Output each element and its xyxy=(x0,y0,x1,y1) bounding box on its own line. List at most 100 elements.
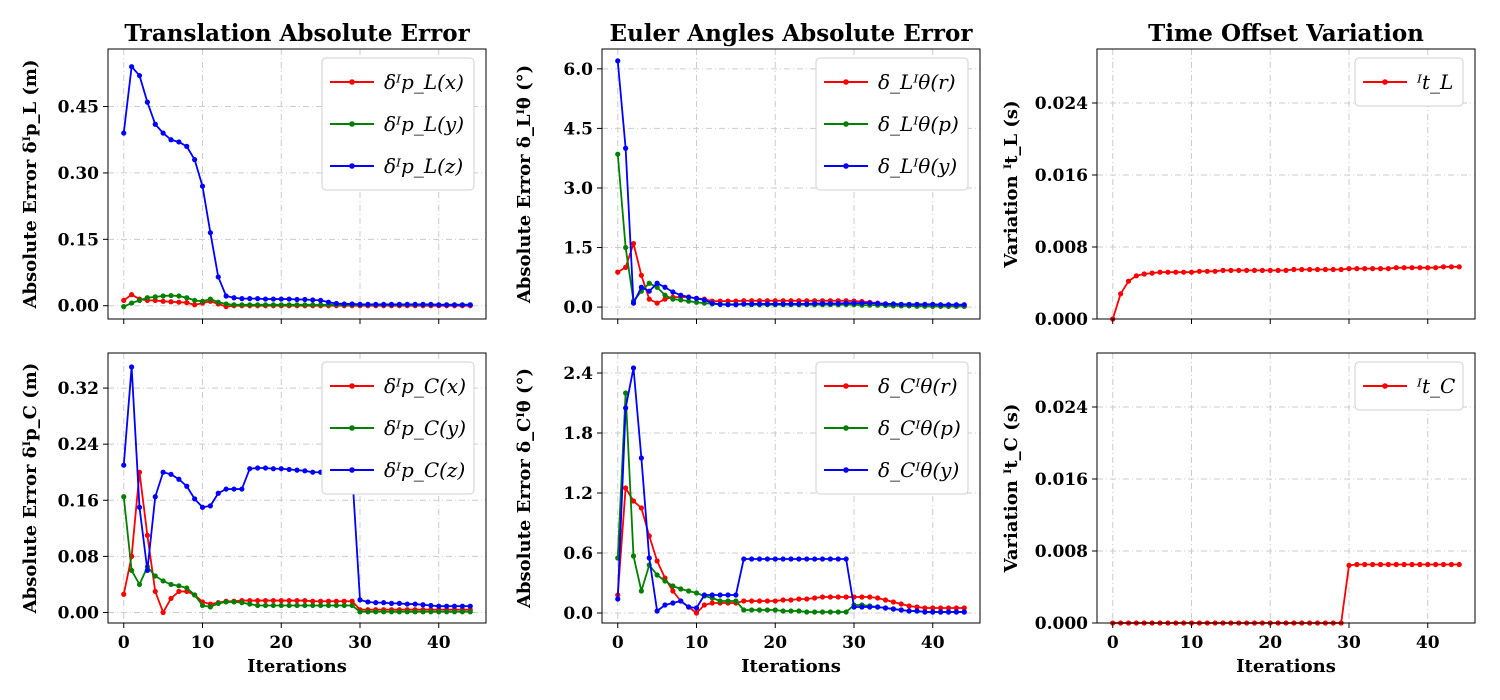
data-point xyxy=(278,602,284,609)
data-point xyxy=(733,598,739,604)
data-point xyxy=(1314,266,1321,273)
data-point xyxy=(804,301,810,307)
data-point xyxy=(144,567,150,574)
data-point xyxy=(686,298,692,304)
chart-panel-6: 0 10 20 30 40 0.000 0.008 0.016 0.024 Iterations V… xyxy=(1001,352,1476,677)
y-tick-label: 0.08 xyxy=(58,547,99,567)
legend-marker xyxy=(349,467,355,473)
data-point xyxy=(215,299,221,305)
data-point xyxy=(693,605,700,611)
data-point xyxy=(961,605,967,611)
data-point xyxy=(717,301,723,307)
data-point xyxy=(1330,266,1336,273)
data-point xyxy=(381,600,387,606)
chart-panel-1: 0.00 0.15 0.30 0.45 Translation Absolute Err… xyxy=(20,20,487,324)
data-point xyxy=(459,302,465,308)
data-point xyxy=(623,405,629,411)
x-axis-label: Iterations xyxy=(741,656,841,677)
data-point xyxy=(160,298,166,304)
data-point xyxy=(1448,561,1454,568)
data-point xyxy=(341,598,347,604)
x-tick-label: 10 xyxy=(191,633,215,653)
data-point xyxy=(231,599,237,605)
y-axis-label: Absolute Error δ_Cᴵθ (°) xyxy=(514,368,535,609)
data-point xyxy=(898,301,904,307)
legend-frame xyxy=(321,361,475,495)
data-point xyxy=(199,602,206,609)
data-point xyxy=(199,183,206,189)
data-point xyxy=(255,465,261,471)
data-point xyxy=(654,280,660,286)
data-point xyxy=(819,609,826,615)
data-point xyxy=(890,599,896,605)
y-tick-label: 0.016 xyxy=(1035,166,1088,186)
legend: δ_Cᴵθ(r) δ_Cᴵθ(p) δ_Cᴵθ(y) xyxy=(815,361,969,495)
legend-label: δᴵp_L(x) xyxy=(384,70,464,94)
data-point xyxy=(1401,265,1407,271)
data-point xyxy=(662,578,668,584)
data-point xyxy=(318,598,324,604)
data-point xyxy=(764,607,770,613)
data-point xyxy=(898,607,904,613)
data-point xyxy=(780,597,786,603)
y-tick-label: 0.45 xyxy=(58,98,99,118)
data-point xyxy=(278,597,284,604)
chart-panel-3: 0.000 0.008 0.016 0.024 Time Offset Variatio… xyxy=(1001,20,1476,330)
x-tick-label: 0 xyxy=(1107,633,1119,653)
legend-label: δᴵp_C(x) xyxy=(384,374,466,398)
data-point xyxy=(255,296,261,302)
data-point xyxy=(623,145,629,151)
data-point xyxy=(914,301,920,307)
data-point xyxy=(670,583,676,589)
data-point xyxy=(412,601,418,607)
data-point xyxy=(278,302,284,308)
legend-marker xyxy=(843,467,849,473)
data-point xyxy=(630,365,637,371)
data-point xyxy=(662,602,668,608)
data-point xyxy=(882,597,889,603)
data-point xyxy=(1338,266,1344,273)
data-point xyxy=(160,130,166,136)
legend-frame xyxy=(815,57,969,191)
data-point xyxy=(168,595,174,602)
data-point xyxy=(310,302,316,308)
legend-marker xyxy=(349,383,355,389)
y-tick-label: 0.016 xyxy=(1035,470,1088,490)
data-point xyxy=(741,301,747,307)
data-point xyxy=(662,284,668,290)
legend-marker xyxy=(843,383,849,389)
data-point xyxy=(914,608,920,614)
data-point xyxy=(192,496,198,502)
data-point xyxy=(804,609,810,615)
y-tick-label: 0.32 xyxy=(58,379,99,399)
data-point xyxy=(436,609,442,615)
data-point xyxy=(945,302,952,308)
data-point xyxy=(1181,269,1187,275)
data-point xyxy=(693,295,700,301)
data-point xyxy=(961,609,967,615)
data-point xyxy=(749,556,755,562)
data-point xyxy=(733,592,739,598)
data-point xyxy=(670,296,676,302)
data-point xyxy=(796,608,802,614)
legend-label: ᴵt_L xyxy=(1416,70,1453,94)
legend-marker xyxy=(1382,79,1388,85)
chart-panel-5: 0 10 20 30 40 0.0 0.6 1.2 1.8 2.4 Iterations Absolu… xyxy=(514,352,981,677)
data-point xyxy=(184,295,190,301)
chart-title: Time Offset Variation xyxy=(1148,20,1424,47)
axes-frame xyxy=(107,352,487,624)
data-point xyxy=(270,296,276,302)
data-point xyxy=(325,299,332,305)
data-point xyxy=(310,297,316,303)
data-point xyxy=(176,583,182,589)
data-point xyxy=(396,609,402,615)
data-point xyxy=(819,556,826,562)
data-point xyxy=(184,143,190,149)
axes-frame xyxy=(1096,352,1476,624)
data-point xyxy=(859,300,865,306)
data-point xyxy=(646,296,652,302)
chart-panel-4: 0 10 20 30 40 0.00 0.08 0.16 0.24 0.32 Iterations A… xyxy=(20,352,487,677)
data-point xyxy=(192,297,198,304)
data-point xyxy=(638,455,644,461)
data-point xyxy=(467,603,473,609)
